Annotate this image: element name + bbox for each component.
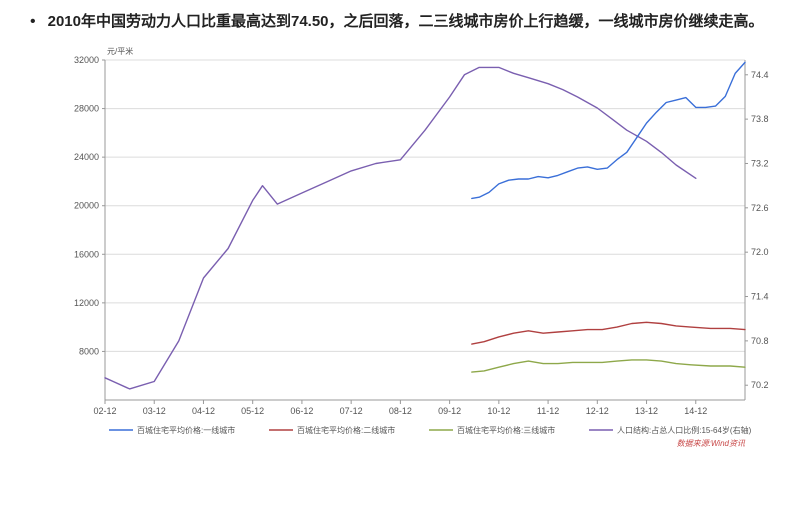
svg-text:28000: 28000 [74,104,99,114]
svg-text:07-12: 07-12 [340,406,363,416]
svg-text:73.8: 73.8 [751,114,769,124]
svg-text:数据来源:Wind资讯: 数据来源:Wind资讯 [677,439,746,448]
svg-text:10-12: 10-12 [487,406,510,416]
svg-text:12000: 12000 [74,298,99,308]
svg-text:12-12: 12-12 [586,406,609,416]
svg-text:元/平米: 元/平米 [107,46,133,56]
svg-text:百城住宅平均价格:二线城市: 百城住宅平均价格:二线城市 [297,425,395,435]
svg-text:72.6: 72.6 [751,203,769,213]
svg-text:70.8: 70.8 [751,336,769,346]
svg-text:11-12: 11-12 [537,406,559,416]
svg-text:24000: 24000 [74,152,99,162]
svg-text:20000: 20000 [74,201,99,211]
svg-text:百城住宅平均价格:一线城市: 百城住宅平均价格:一线城市 [137,425,235,435]
svg-text:32000: 32000 [74,55,99,65]
svg-text:08-12: 08-12 [389,406,412,416]
bullet-row: • 2010年中国劳动力人口比重最高达到74.50，之后回落，二三线城市房价上行… [30,10,784,34]
svg-text:70.2: 70.2 [751,380,769,390]
svg-text:02-12: 02-12 [93,406,116,416]
line-chart: 8000 12000 16000 20000 24000 28000 32000 元/平米 70… [50,40,780,460]
svg-text:人口结构:占总人口比例:15-64岁(右轴): 人口结构:占总人口比例:15-64岁(右轴) [617,425,752,435]
svg-text:72.0: 72.0 [751,247,769,257]
svg-text:73.2: 73.2 [751,158,769,168]
svg-text:71.4: 71.4 [751,292,769,302]
svg-text:03-12: 03-12 [143,406,166,416]
svg-text:14-12: 14-12 [684,406,707,416]
chart-container: 8000 12000 16000 20000 24000 28000 32000 元/平米 70… [50,40,784,460]
svg-text:16000: 16000 [74,249,99,259]
svg-text:09-12: 09-12 [438,406,461,416]
bullet-text: 2010年中国劳动力人口比重最高达到74.50，之后回落，二三线城市房价上行趋缓… [48,10,784,34]
svg-text:8000: 8000 [79,346,99,356]
svg-text:04-12: 04-12 [192,406,215,416]
svg-text:13-12: 13-12 [635,406,658,416]
svg-text:06-12: 06-12 [290,406,313,416]
svg-text:05-12: 05-12 [241,406,264,416]
svg-text:百城住宅平均价格:三线城市: 百城住宅平均价格:三线城市 [457,425,555,435]
svg-text:74.4: 74.4 [751,70,769,80]
page: • 2010年中国劳动力人口比重最高达到74.50，之后回落，二三线城市房价上行… [0,0,804,517]
bullet-dot: • [30,10,36,34]
